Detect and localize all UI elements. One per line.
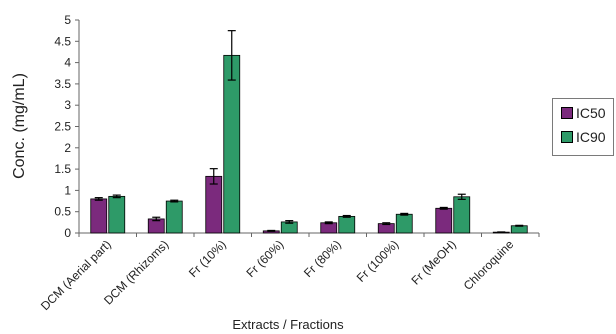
x-axis-title: Extracts / Fractions [232, 317, 344, 332]
bar-ic90 [453, 196, 471, 234]
y-tick-label: 2 [64, 141, 71, 155]
bars [90, 30, 528, 234]
x-tick-label: Fr (80%) [301, 237, 344, 280]
bar-ic50 [435, 207, 453, 234]
bar-ic50 [320, 222, 338, 234]
y-tick-label: 4.5 [54, 34, 71, 48]
y-tick-label: 5 [64, 13, 71, 27]
legend-item-ic90: IC90 [561, 129, 606, 145]
y-tick-label: 1.5 [54, 162, 71, 176]
legend-label-ic50: IC50 [576, 105, 606, 121]
legend-item-ic50: IC50 [561, 105, 606, 121]
y-tick-label: 3.5 [54, 77, 71, 91]
legend-swatch-ic50 [561, 107, 573, 119]
x-axis: DCM (Aerial part)DCM (Rhizoms) Fr (10%) Fr… [38, 232, 540, 313]
bar-ic90 [510, 225, 528, 234]
legend-label-ic90: IC90 [576, 129, 606, 145]
x-tick-label: Chloroquine [461, 237, 517, 293]
y-tick-label: 0.5 [54, 205, 71, 219]
bar-ic50 [205, 175, 223, 234]
y-axis-title: Conc. (mg/mL) [11, 73, 28, 179]
y-tick-label: 1 [64, 183, 71, 197]
x-tick-label: Fr (10%) [186, 237, 229, 280]
x-tick-label: DCM (Aerial part) [38, 237, 114, 313]
y-tick-label: 2.5 [54, 120, 71, 134]
y-axis: 0 0.5 1 1.5 2 2.5 3 3.5 4 4.5 5 [54, 13, 80, 240]
x-tick-label: Fr (60%) [243, 237, 286, 280]
bar-ic90 [223, 54, 241, 234]
legend-swatch-ic90 [561, 131, 573, 143]
bar-ic50 [90, 198, 108, 234]
y-tick-label: 4 [64, 56, 71, 70]
y-tick-label: 0 [64, 226, 71, 240]
bar-ic90 [108, 195, 126, 234]
x-tick-label: Fr (MeOH) [408, 237, 458, 287]
y-tick-label: 3 [64, 98, 71, 112]
bar-ic90 [395, 213, 413, 234]
x-tick-label: Fr (100%) [354, 237, 402, 285]
bar-ic90 [165, 200, 183, 234]
bar-ic90 [338, 215, 356, 234]
legend: IC50 IC90 [552, 98, 614, 156]
